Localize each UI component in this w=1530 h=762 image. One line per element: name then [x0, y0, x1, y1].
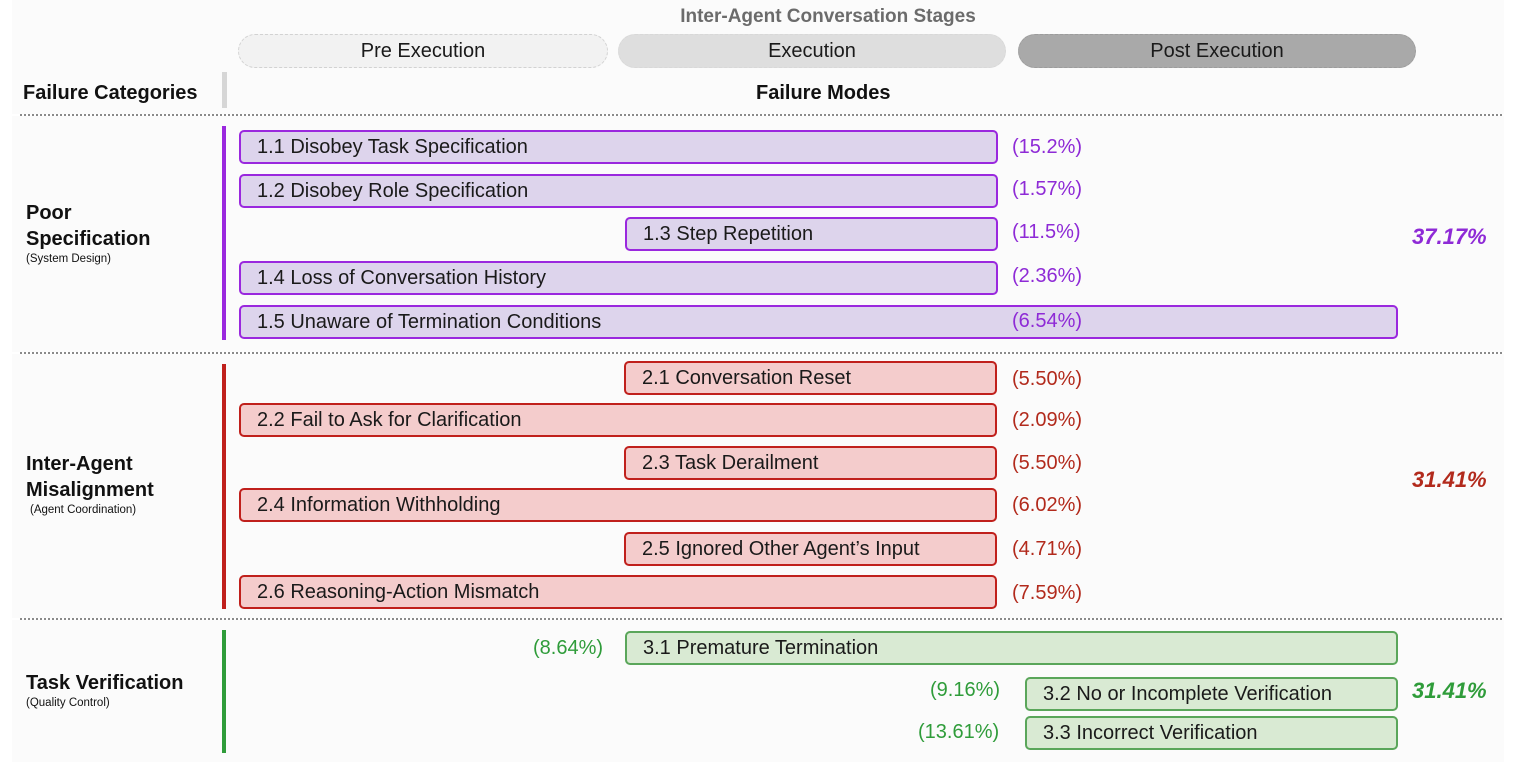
section-divider [20, 114, 1502, 116]
failure-mode-pct: (8.64%) [533, 637, 604, 659]
failure-mode-2-4: 2.4 Information Withholding [239, 488, 997, 522]
stage-execution: Execution [618, 34, 1006, 68]
failure-mode-pct: (9.16%) [930, 679, 1001, 701]
category-name-poor-specification: Poor Specification [26, 200, 150, 252]
category-name-misalignment: Inter-Agent Misalignment [26, 451, 154, 503]
failure-mode-pct: (2.09%) [1012, 409, 1083, 431]
category-name-line: Task Verification [26, 672, 184, 694]
failure-mode-3-3: 3.3 Incorrect Verification [1025, 716, 1398, 750]
category-bar-poor-specification [222, 126, 226, 340]
category-total: 31.41% [1412, 467, 1487, 492]
failure-mode-2-5: 2.5 Ignored Other Agent’s Input [624, 532, 997, 566]
header-separator [222, 72, 227, 108]
failure-mode-2-3: 2.3 Task Derailment [624, 446, 997, 480]
failure-mode-2-6: 2.6 Reasoning-Action Mismatch [239, 575, 997, 609]
failure-mode-pct: (5.50%) [1012, 452, 1083, 474]
stages-title: Inter-Agent Conversation Stages [680, 6, 976, 27]
section-divider [20, 352, 1502, 354]
misalignment-panel [12, 354, 1504, 618]
category-bar-misalignment [222, 364, 226, 609]
failure-categories-header: Failure Categories [23, 82, 198, 104]
failure-mode-pct: (1.57%) [1012, 178, 1083, 200]
failure-mode-pct: (15.2%) [1012, 136, 1083, 158]
failure-mode-1-3: 1.3 Step Repetition [625, 217, 998, 251]
failure-mode-pct: (4.71%) [1012, 538, 1083, 560]
category-name-line: Misalignment [26, 479, 154, 501]
failure-mode-3-1: 3.1 Premature Termination [625, 631, 1398, 665]
failure-mode-3-2: 3.2 No or Incomplete Verification [1025, 677, 1398, 711]
category-bar-verification [222, 630, 226, 753]
failure-mode-pct: (11.5%) [1012, 221, 1081, 243]
failure-mode-1-4: 1.4 Loss of Conversation History [239, 261, 998, 295]
failure-modes-header: Failure Modes [756, 82, 891, 104]
category-subtitle: (Quality Control) [26, 697, 110, 709]
failure-mode-1-2: 1.2 Disobey Role Specification [239, 174, 998, 208]
category-name-line: Poor [26, 202, 72, 224]
failure-mode-2-1: 2.1 Conversation Reset [624, 361, 997, 395]
failure-mode-pct: (2.36%) [1012, 265, 1083, 287]
failure-mode-pct: (7.59%) [1012, 582, 1083, 604]
category-name-line: Inter-Agent [26, 453, 133, 475]
category-name-verification: Task Verification [26, 670, 183, 696]
failure-mode-pct: (6.54%) [1012, 310, 1083, 332]
category-name-line: Specification [26, 228, 151, 250]
failure-mode-pct: (5.50%) [1012, 368, 1083, 390]
category-total: 31.41% [1412, 678, 1487, 703]
failure-mode-pct: (6.02%) [1012, 494, 1083, 516]
category-subtitle: (System Design) [26, 253, 111, 265]
failure-mode-1-5: 1.5 Unaware of Termination Conditions [239, 305, 1398, 339]
stage-pre-execution: Pre Execution [238, 34, 608, 68]
section-divider [20, 618, 1502, 620]
stage-post-execution: Post Execution [1018, 34, 1416, 68]
failure-mode-2-2: 2.2 Fail to Ask for Clarification [239, 403, 997, 437]
category-subtitle: (Agent Coordination) [30, 504, 137, 516]
failure-mode-1-1: 1.1 Disobey Task Specification [239, 130, 998, 164]
category-total: 37.17% [1412, 224, 1487, 249]
failure-mode-pct: (13.61%) [918, 721, 1000, 743]
